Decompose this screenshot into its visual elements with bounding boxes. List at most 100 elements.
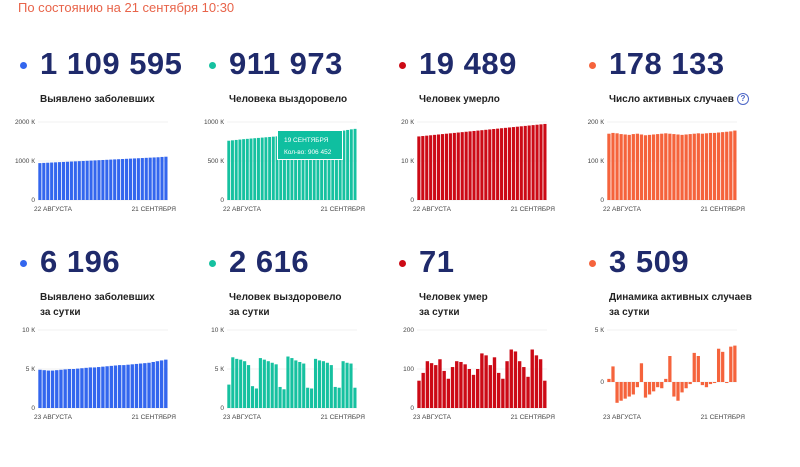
chart-bar[interactable] xyxy=(429,135,433,200)
chart-bar[interactable] xyxy=(81,160,85,200)
chart-bar[interactable] xyxy=(286,356,290,408)
chart-bar[interactable] xyxy=(450,367,455,408)
chart-bar[interactable] xyxy=(696,133,700,200)
chart-bar[interactable] xyxy=(57,162,62,200)
chart-bar[interactable] xyxy=(331,131,335,200)
chart-bar[interactable] xyxy=(692,133,696,200)
chart-bar[interactable] xyxy=(460,132,464,200)
chart-bar[interactable] xyxy=(160,156,164,200)
chart-bar[interactable] xyxy=(306,387,310,408)
chart-bar[interactable] xyxy=(436,134,441,200)
chart-bar[interactable] xyxy=(227,384,231,408)
chart-bar[interactable] xyxy=(242,139,246,200)
chart-bar[interactable] xyxy=(258,358,262,408)
chart-bar[interactable] xyxy=(109,365,113,408)
chart-bar[interactable] xyxy=(452,132,456,200)
chart-bar[interactable] xyxy=(543,380,547,408)
chart-bar[interactable] xyxy=(668,133,672,200)
chart-bar[interactable] xyxy=(73,161,77,200)
chart-bar[interactable] xyxy=(101,159,105,200)
chart-bar[interactable] xyxy=(113,159,117,200)
chart-bar[interactable] xyxy=(97,160,101,200)
chart-bar[interactable] xyxy=(254,388,259,409)
chart-bar[interactable] xyxy=(651,134,656,200)
chart-bar[interactable] xyxy=(61,161,66,200)
chart-bar[interactable] xyxy=(302,363,306,408)
chart-bar[interactable] xyxy=(656,134,660,200)
chart-bar[interactable] xyxy=(530,349,534,409)
chart-bar[interactable] xyxy=(286,135,290,200)
chart-bar[interactable] xyxy=(647,134,652,200)
chart-bar[interactable] xyxy=(253,138,257,200)
chart-bar[interactable] xyxy=(353,387,357,408)
chart-bar[interactable] xyxy=(660,382,664,389)
chart-bar[interactable] xyxy=(446,378,451,408)
chart-bar[interactable] xyxy=(725,382,729,384)
chart-bar[interactable] xyxy=(59,369,63,408)
chart-bar[interactable] xyxy=(250,386,255,408)
chart-bar[interactable] xyxy=(688,382,692,385)
chart-bar[interactable] xyxy=(46,370,51,408)
chart-bar[interactable] xyxy=(513,351,518,408)
chart-bar[interactable] xyxy=(511,127,515,200)
chart-bar[interactable] xyxy=(130,364,134,408)
chart-bar[interactable] xyxy=(476,130,480,200)
chart-bar[interactable] xyxy=(729,346,733,382)
chart-bar[interactable] xyxy=(76,368,80,408)
chart-bar[interactable] xyxy=(38,369,42,408)
chart-bar[interactable] xyxy=(313,358,318,408)
chart-bar[interactable] xyxy=(310,388,314,409)
chart-bar[interactable] xyxy=(275,136,279,200)
chart-bar[interactable] xyxy=(290,135,294,200)
chart-bar[interactable] xyxy=(268,136,272,200)
chart-bar[interactable] xyxy=(680,382,684,393)
chart-bar[interactable] xyxy=(492,357,497,408)
chart-bar[interactable] xyxy=(105,159,109,200)
chart-bar[interactable] xyxy=(159,360,164,408)
chart-bar[interactable] xyxy=(488,129,492,200)
chart-bar[interactable] xyxy=(688,134,692,200)
chart-bar[interactable] xyxy=(325,362,329,408)
chart-bar[interactable] xyxy=(122,365,126,408)
chart-bar[interactable] xyxy=(282,389,286,408)
chart-bar[interactable] xyxy=(271,136,275,200)
chart-bar[interactable] xyxy=(80,368,84,408)
chart-bar[interactable] xyxy=(484,355,488,408)
chart-bar[interactable] xyxy=(164,359,168,408)
chart-bar[interactable] xyxy=(417,136,421,200)
chart-bar[interactable] xyxy=(231,140,234,200)
chart-bar[interactable] xyxy=(148,157,152,200)
chart-bar[interactable] xyxy=(294,134,298,200)
chart-bar[interactable] xyxy=(627,382,631,397)
chart-bar[interactable] xyxy=(126,364,130,408)
chart-bar[interactable] xyxy=(619,382,623,401)
chart-bar[interactable] xyxy=(639,363,644,382)
chart-bar[interactable] xyxy=(627,134,631,200)
chart-bar[interactable] xyxy=(42,162,46,200)
chart-bar[interactable] xyxy=(89,160,93,200)
chart-bar[interactable] xyxy=(117,365,122,408)
chart-bar[interactable] xyxy=(668,356,672,382)
chart-bar[interactable] xyxy=(672,382,676,397)
chart-bar[interactable] xyxy=(526,376,530,408)
chart-bar[interactable] xyxy=(42,370,46,408)
chart-bar[interactable] xyxy=(134,363,139,408)
chart-bar[interactable] xyxy=(143,363,147,408)
chart-bar[interactable] xyxy=(279,136,283,200)
chart-bar[interactable] xyxy=(538,359,543,408)
chart-bar[interactable] xyxy=(335,131,338,200)
chart-bar[interactable] xyxy=(480,130,484,200)
chart-bar[interactable] xyxy=(246,365,251,408)
chart-bar[interactable] xyxy=(309,133,312,200)
chart-bar[interactable] xyxy=(84,367,88,408)
chart-bar[interactable] xyxy=(425,361,430,408)
chart-bar[interactable] xyxy=(434,365,438,408)
chart-bar[interactable] xyxy=(676,382,680,401)
chart-bar[interactable] xyxy=(105,366,109,408)
chart-bar[interactable] xyxy=(298,361,302,408)
chart-bar[interactable] xyxy=(290,358,294,408)
chart-bar[interactable] xyxy=(488,365,492,408)
chart-bar[interactable] xyxy=(607,133,611,200)
chart-bar[interactable] xyxy=(227,140,231,200)
chart-bar[interactable] xyxy=(97,367,101,408)
